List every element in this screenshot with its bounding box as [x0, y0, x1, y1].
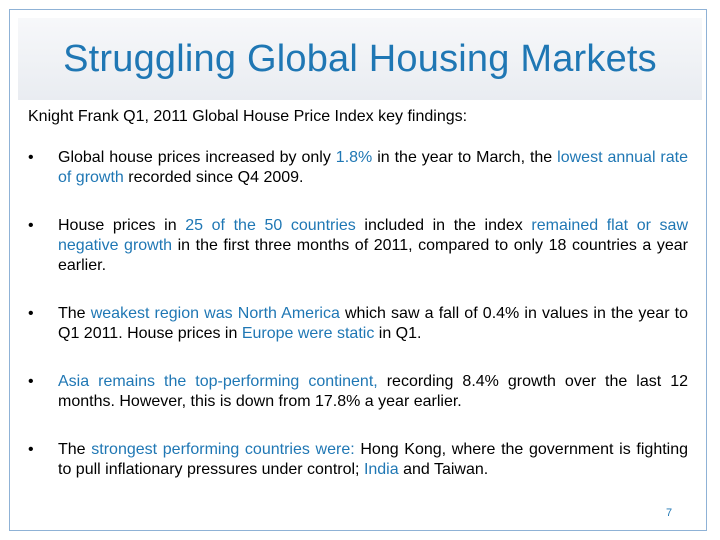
highlight-text: 1.8% [335, 149, 373, 166]
intro-text: Knight Frank Q1, 2011 Global House Price… [28, 108, 468, 125]
bullet-text: House prices in [58, 217, 186, 234]
bullet-text: The [58, 305, 91, 322]
slide-title: Struggling Global Housing Markets [63, 38, 657, 80]
findings-list: Global house prices increased by only 1.… [28, 148, 688, 508]
highlight-text: India [363, 461, 399, 478]
bullet-text: recorded since Q4 2009. [123, 169, 304, 186]
bullet-text: Hong Kong, where the government is fight… [58, 441, 689, 478]
bullet-text: recording 8.4% growth over the last 12 m… [58, 373, 689, 410]
highlight-text: strongest performing countries were: [91, 441, 355, 458]
page-number: 7 [666, 507, 673, 519]
highlight-text: Asia remains the top-performing continen… [58, 373, 378, 390]
highlight-text: remained flat or saw negative growth [58, 217, 688, 254]
bullet-text: The [58, 441, 92, 458]
highlight-text: Europe were static [241, 325, 375, 342]
finding-bullet: The strongest performing countries were:… [28, 440, 688, 480]
finding-bullet: The weakest region was North America whi… [28, 304, 688, 344]
bullet-text: in the year to March, the [372, 149, 558, 166]
bullet-text: in Q1. [374, 325, 422, 342]
bullet-text: which saw a fall of 0.4% in values in th… [58, 305, 689, 342]
finding-bullet: House prices in 25 of the 50 countries i… [28, 216, 688, 276]
finding-bullet: Global house prices increased by only 1.… [28, 148, 688, 188]
highlight-text: weakest region was North America [90, 305, 340, 322]
finding-bullet: Asia remains the top-performing continen… [28, 372, 688, 412]
bullet-text: in the first three months of 2011, compa… [58, 237, 689, 274]
bullet-text: and Taiwan. [398, 461, 489, 478]
highlight-text: 25 of the 50 countries [185, 217, 356, 234]
highlight-text: lowest annual rate of growth [58, 149, 689, 186]
bullet-text: Global house prices increased by only [58, 149, 336, 166]
title-band: Struggling Global Housing Markets [18, 18, 702, 100]
bullet-text: included in the index [355, 217, 532, 234]
